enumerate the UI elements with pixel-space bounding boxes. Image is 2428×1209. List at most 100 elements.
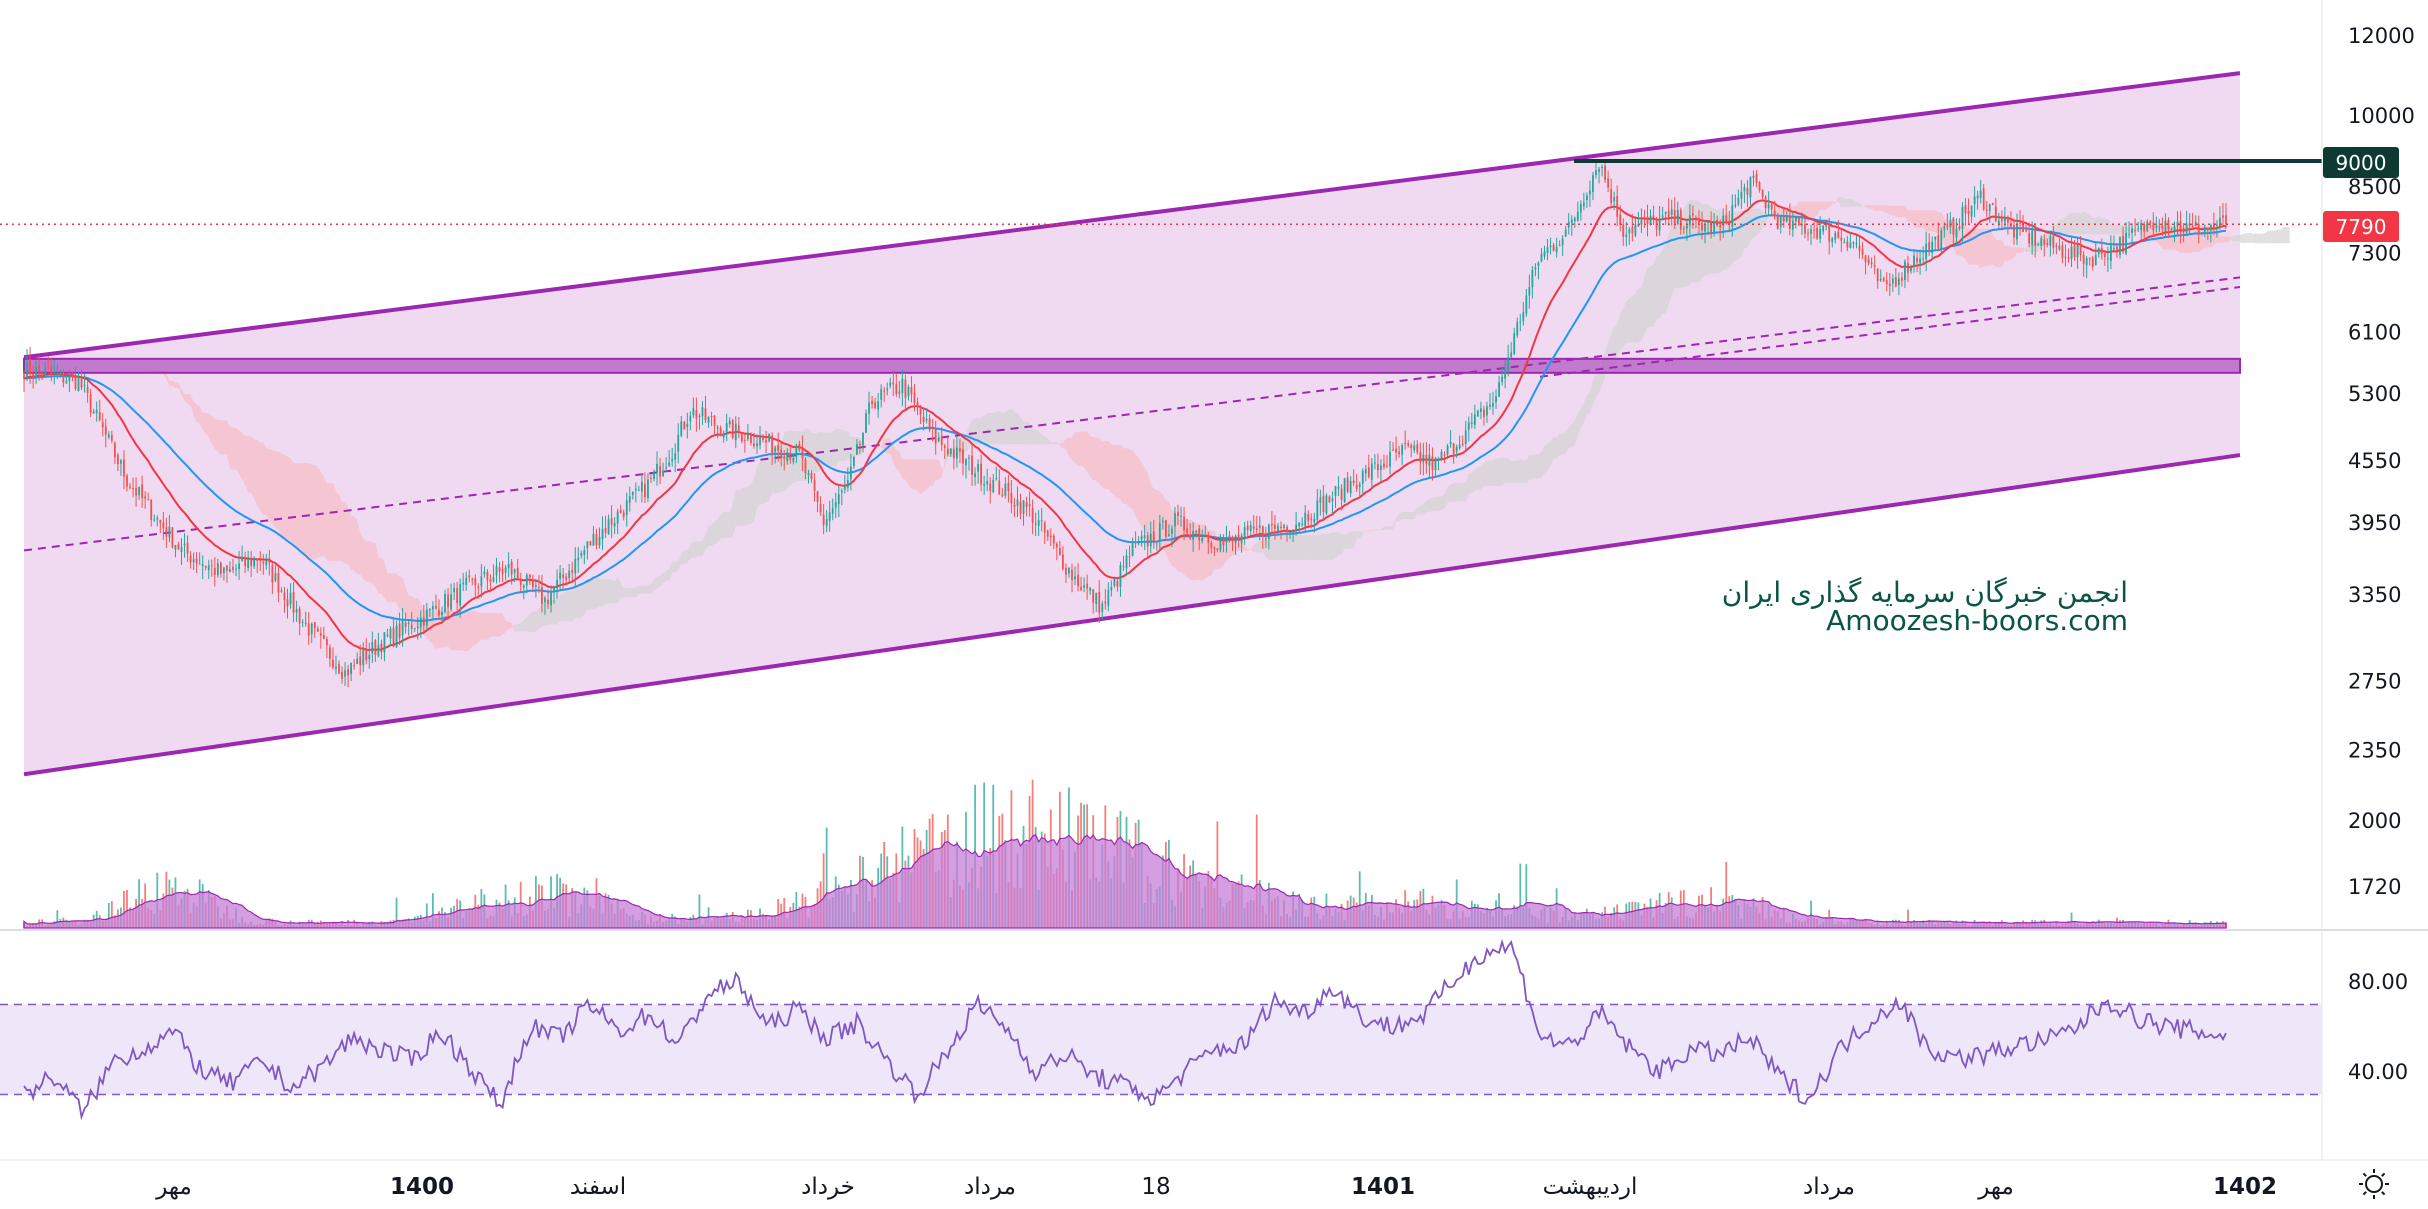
candle-body bbox=[429, 609, 431, 611]
cloud-segment bbox=[1623, 301, 1626, 347]
candle-body bbox=[720, 428, 722, 437]
candle-body bbox=[1050, 536, 1052, 538]
cloud-segment bbox=[2062, 217, 2065, 234]
cloud-segment bbox=[603, 579, 606, 606]
candle-body bbox=[889, 383, 891, 386]
candle-body bbox=[868, 402, 870, 413]
cloud-segment bbox=[1114, 445, 1117, 498]
candle-body bbox=[1889, 284, 1891, 286]
candle-body bbox=[711, 416, 713, 417]
candle-body bbox=[1195, 531, 1197, 533]
candle-body bbox=[244, 558, 246, 566]
cloud-segment bbox=[1036, 430, 1039, 444]
candle-body bbox=[1220, 541, 1222, 551]
cloud-segment bbox=[2105, 218, 2108, 234]
candle-body bbox=[2037, 244, 2039, 245]
candle-body bbox=[932, 428, 934, 429]
cloud-segment bbox=[372, 543, 375, 587]
candle-body bbox=[992, 480, 994, 492]
cloud-segment bbox=[606, 579, 609, 604]
candle-body bbox=[2174, 226, 2176, 230]
cloud-segment bbox=[1457, 483, 1460, 501]
candle-body bbox=[1265, 538, 1267, 539]
candle-body bbox=[1610, 189, 1612, 203]
candle-body bbox=[69, 375, 71, 381]
cloud-segment bbox=[284, 455, 287, 540]
candle-body bbox=[2101, 248, 2103, 254]
cloud-segment bbox=[712, 521, 715, 546]
cloud-segment bbox=[981, 416, 984, 445]
candle-body bbox=[250, 559, 252, 566]
cloud-segment bbox=[1684, 204, 1687, 287]
candle-body bbox=[1356, 485, 1358, 489]
candle-body bbox=[544, 598, 546, 602]
candle-body bbox=[314, 622, 316, 628]
candle-body bbox=[1740, 192, 1742, 199]
cloud-segment bbox=[2111, 224, 2114, 234]
cloud-segment bbox=[1490, 460, 1493, 486]
candle-body bbox=[692, 408, 694, 415]
cloud-segment bbox=[294, 463, 297, 548]
candle-body bbox=[465, 578, 467, 585]
cloud-segment bbox=[1990, 229, 1993, 266]
candle-body bbox=[1189, 535, 1191, 538]
candle-body bbox=[1177, 512, 1179, 516]
support-zone[interactable] bbox=[24, 359, 2240, 373]
cloud-segment bbox=[1472, 469, 1475, 493]
candle-body bbox=[765, 439, 767, 442]
cloud-segment bbox=[530, 612, 533, 633]
cloud-segment bbox=[896, 450, 899, 471]
cloud-segment bbox=[1311, 535, 1314, 560]
candle-body bbox=[1725, 215, 1727, 223]
candle-body bbox=[493, 577, 495, 581]
cloud-segment bbox=[233, 428, 236, 470]
candle-body bbox=[1386, 466, 1388, 467]
candle-body bbox=[1568, 222, 1570, 228]
candle-body bbox=[1422, 455, 1424, 463]
candle-body bbox=[583, 550, 585, 555]
price-tick-label: 4550 bbox=[2348, 449, 2401, 473]
candle-body bbox=[1943, 226, 1945, 229]
candle-body bbox=[1441, 452, 1443, 459]
candle-body bbox=[2134, 230, 2136, 231]
cloud-segment bbox=[2005, 246, 2008, 261]
cloud-segment bbox=[1387, 526, 1390, 529]
cloud-segment bbox=[624, 588, 627, 598]
candle-body bbox=[196, 559, 198, 564]
candle-body bbox=[1831, 238, 1833, 242]
cloud-segment bbox=[278, 451, 281, 539]
cloud-segment bbox=[369, 541, 372, 583]
candle-body bbox=[1565, 230, 1567, 237]
candle-body bbox=[359, 656, 361, 665]
candle-body bbox=[632, 492, 634, 496]
candle-body bbox=[780, 450, 782, 458]
candle-body bbox=[935, 429, 937, 443]
candle-body bbox=[502, 569, 504, 574]
candle-body bbox=[381, 644, 383, 652]
candle-body bbox=[202, 564, 204, 566]
candle-body bbox=[1616, 196, 1618, 217]
candle-body bbox=[1686, 225, 1688, 228]
cloud-segment bbox=[1554, 437, 1557, 459]
cloud-segment bbox=[1820, 202, 1823, 210]
candle-body bbox=[2155, 226, 2157, 228]
candle-body bbox=[644, 484, 646, 497]
candle-body bbox=[1946, 225, 1948, 227]
cloud-segment bbox=[657, 576, 660, 589]
cloud-segment bbox=[672, 562, 675, 573]
cloud-segment bbox=[230, 428, 233, 470]
candle-body bbox=[426, 609, 428, 626]
candle-body bbox=[2080, 245, 2082, 255]
time-tick-label: اسفند bbox=[570, 1174, 626, 1200]
cloud-segment bbox=[1741, 211, 1744, 256]
candle-body bbox=[1865, 255, 1867, 262]
candle-body bbox=[1556, 247, 1558, 252]
candle-body bbox=[1365, 469, 1367, 473]
cloud-segment bbox=[251, 436, 254, 498]
cloud-segment bbox=[648, 584, 651, 593]
candle-body bbox=[1256, 528, 1258, 530]
candle-body bbox=[368, 655, 370, 659]
candle-body bbox=[2083, 255, 2085, 264]
candle-body bbox=[1562, 239, 1564, 246]
